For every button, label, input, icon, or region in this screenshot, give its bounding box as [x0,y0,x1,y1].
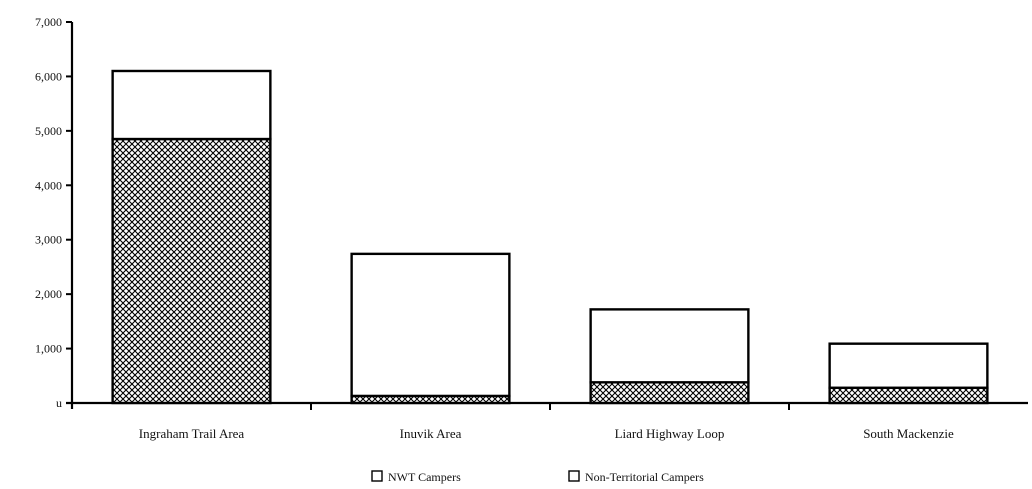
bar-segment-non-territorial [828,342,989,389]
category-labels: Ingraham Trail Area Inuvik Area Liard High… [139,426,954,441]
y-tick-label: 1,000 [35,342,62,356]
x-category-label: Inuvik Area [400,426,462,441]
y-tick-label: 6,000 [35,69,62,83]
x-category-label: Liard Highway Loop [615,426,725,441]
y-tick-label: 3,000 [35,233,62,247]
bar-segment-non-territorial [589,308,750,384]
legend-swatch-nwt [371,470,383,482]
x-category-label: Ingraham Trail Area [139,426,245,441]
bar-segment-non-territorial [111,69,272,141]
bars [111,69,989,405]
x-category-label: South Mackenzie [863,426,954,441]
legend-label-non-territorial: Non-Territorial Campers [585,470,704,484]
legend-label-nwt: NWT Campers [388,470,461,484]
y-tick-label: 2,000 [35,287,62,301]
bar-segment-nwt [828,386,989,405]
bar-segment-nwt [111,137,272,405]
y-tick-label: 4,000 [35,178,62,192]
y-tick-label: u [56,396,62,410]
legend: NWT Campers Non-Territorial Campers [371,470,704,484]
bar-segment-nwt [589,381,750,405]
y-tick-label: 7,000 [35,15,62,29]
legend-swatch-non-territorial [568,470,580,482]
bar-segment-non-territorial [350,252,511,398]
y-tick-label: 5,000 [35,124,62,138]
y-tick-labels: u 1,000 2,000 3,000 4,000 5,000 6,000 7,000 [35,15,62,410]
